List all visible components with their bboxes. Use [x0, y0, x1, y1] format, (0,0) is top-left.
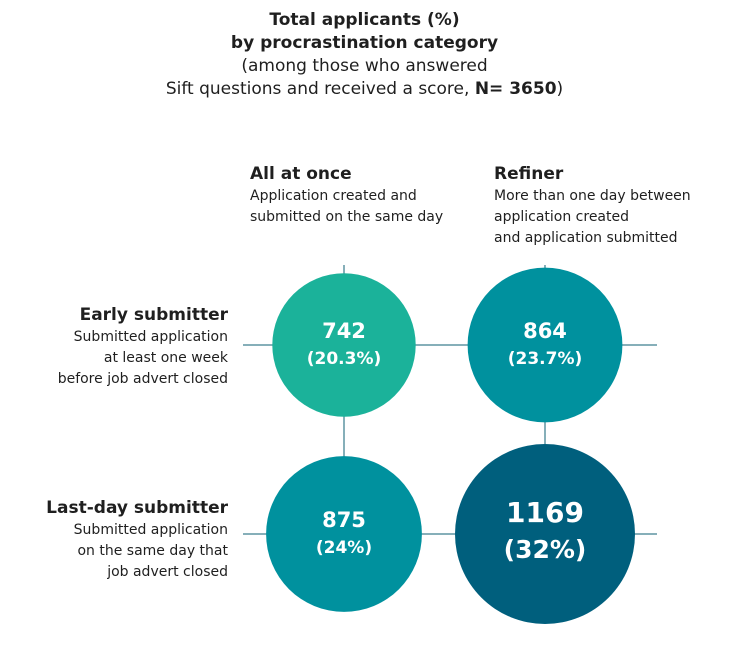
row-desc-line: at least one week	[103, 350, 228, 366]
bubble-percent-label: (20.3%)	[307, 349, 382, 369]
row-title: Early submitter	[79, 305, 228, 325]
row-desc-line: Submitted application	[73, 329, 228, 345]
bubble-last-day-submitter-refiner	[455, 444, 635, 624]
bubble-count-label: 742	[322, 319, 366, 343]
row-title: Last-day submitter	[46, 498, 228, 518]
row-desc-line: before job advert closed	[57, 371, 228, 387]
column-header-refiner: Refiner More than one day between applic…	[494, 162, 691, 249]
bubble-count-label: 864	[523, 319, 567, 343]
bubble-percent-label: (23.7%)	[508, 349, 583, 369]
row-desc-line: on the same day that	[77, 543, 228, 559]
bubble-percent-label: (32%)	[504, 535, 587, 564]
bubble-early-submitter-refiner	[467, 267, 623, 423]
chart-title: Total applicants (%) by procrastination …	[0, 9, 729, 101]
column-desc-line: More than one day between	[494, 188, 691, 204]
column-header-all-at-once: All at once Application created and subm…	[250, 162, 443, 228]
column-title: Refiner	[494, 164, 564, 184]
column-desc-line: Application created and	[250, 188, 417, 204]
row-desc-line: Submitted application	[73, 522, 228, 538]
sample-size: N= 3650	[474, 79, 557, 99]
row-header-last-day-submitter: Last-day submitter Submitted application…	[0, 496, 228, 583]
title-line-3: (among those who answered	[241, 56, 488, 76]
bubble-early-submitter-all-at-once	[272, 273, 416, 417]
column-desc-line: submitted on the same day	[250, 209, 444, 225]
row-desc-line: job advert closed	[107, 564, 228, 580]
title-line-4: Sift questions and received a score, N= …	[0, 78, 729, 101]
title-line-4-suffix: )	[556, 79, 564, 99]
title-line-2: by procrastination category	[230, 33, 499, 53]
bubble-count-label: 1169	[506, 496, 584, 529]
row-header-early-submitter: Early submitter Submitted application at…	[0, 303, 228, 390]
column-desc-line: and application submitted	[494, 230, 678, 246]
column-title: All at once	[250, 164, 352, 184]
bubble-last-day-submitter-all-at-once	[266, 456, 422, 612]
bubble-count-label: 875	[322, 508, 366, 532]
title-line-1: Total applicants (%)	[269, 10, 460, 30]
column-desc-line: application created	[494, 209, 630, 225]
bubble-percent-label: (24%)	[316, 538, 372, 558]
title-line-4-prefix: Sift questions and received a score,	[165, 79, 475, 99]
